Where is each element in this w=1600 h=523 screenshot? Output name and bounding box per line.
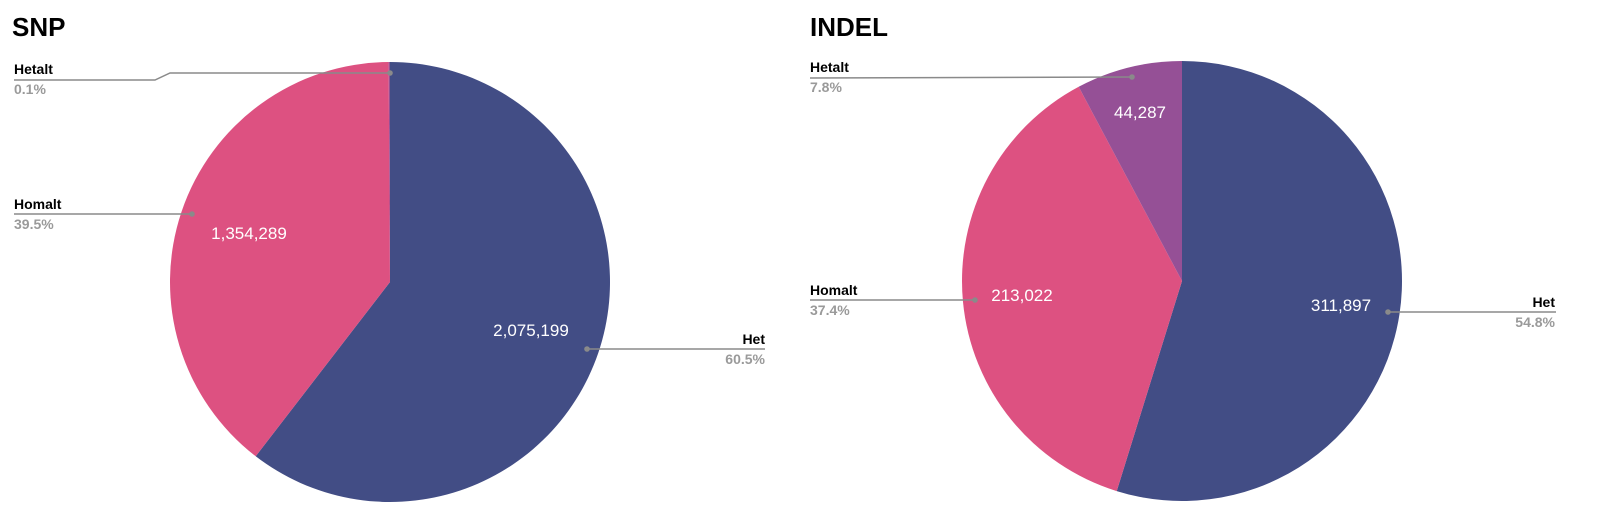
value-label-homalt: 1,354,289 — [211, 224, 287, 243]
snp-pie-svg: 2,075,199 1,354,289 Het 60.5% Homalt 39.5% Het… — [14, 61, 766, 502]
chart-title: INDEL — [810, 12, 888, 42]
pie-slices — [169, 62, 610, 502]
indel-pie-svg: 311,897 213,022 44,287 Het 54.8% Homalt 37.4% H… — [809, 59, 1556, 501]
slice-label-hetalt: Hetalt — [14, 61, 53, 77]
slice-label-het: Het — [742, 331, 765, 347]
indel-chart: INDEL 311,897 213,022 44,287 Het 54.8% Homalt… — [800, 0, 1600, 523]
value-label-het: 2,075,199 — [493, 321, 569, 340]
leader-dot-het — [1385, 309, 1391, 315]
pie-labels: 2,075,199 1,354,289 Het 60.5% Homalt 39.5% Het… — [14, 61, 766, 367]
leader-line-hetalt — [809, 76, 1133, 79]
pie-slices — [962, 61, 1403, 501]
leader-dot-het — [584, 346, 590, 352]
value-label-hetalt: 44,287 — [1114, 103, 1166, 122]
slice-percent-homalt: 37.4% — [810, 302, 850, 318]
slice-label-homalt: Homalt — [810, 282, 858, 298]
pie-slice-homalt — [962, 86, 1182, 492]
pie-slice-hetalt — [1078, 61, 1182, 281]
leader-line-hetalt — [14, 72, 390, 81]
pie-slice-het — [1116, 61, 1403, 501]
value-label-homalt: 213,022 — [991, 286, 1052, 305]
leader-dot-hetalt — [387, 70, 393, 76]
pie-labels: 311,897 213,022 44,287 Het 54.8% Homalt 37.4% H… — [809, 59, 1556, 330]
pie-slice-het — [255, 62, 610, 502]
chart-title: SNP — [12, 12, 66, 42]
leader-dot-homalt — [189, 211, 195, 217]
snp-chart: SNP 2,075,199 1,354,289 Het 60.5% Homalt 39.5… — [12, 12, 766, 502]
slice-label-het: Het — [1532, 294, 1555, 310]
slice-percent-het: 54.8% — [1515, 314, 1555, 330]
slice-percent-hetalt: 7.8% — [810, 79, 842, 95]
leader-dot-homalt — [972, 297, 978, 303]
slice-label-hetalt: Hetalt — [810, 59, 849, 75]
pie-slice-homalt — [169, 62, 390, 457]
value-label-het: 311,897 — [1311, 296, 1371, 315]
slice-percent-hetalt: 0.1% — [14, 81, 46, 97]
slice-percent-het: 60.5% — [725, 351, 765, 367]
leader-dot-hetalt — [1129, 74, 1135, 80]
pie-slice-hetalt — [388, 62, 390, 282]
slice-percent-homalt: 39.5% — [14, 216, 54, 232]
slice-label-homalt: Homalt — [14, 196, 62, 212]
